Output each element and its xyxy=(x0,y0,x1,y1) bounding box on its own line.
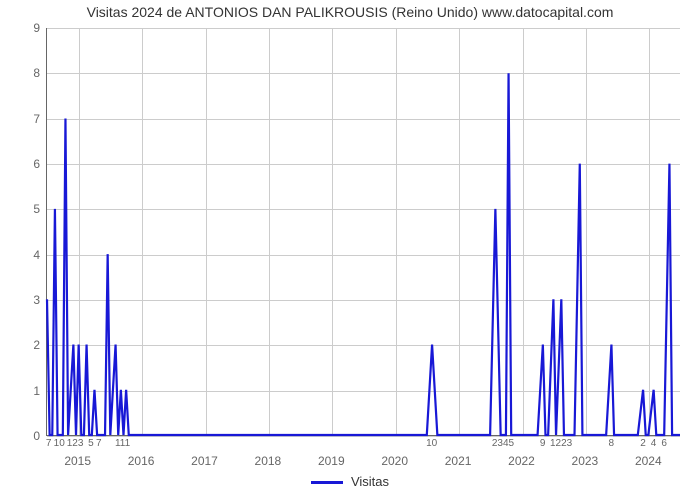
y-tick-label: 6 xyxy=(4,157,40,171)
x-year-label: 2017 xyxy=(191,454,218,468)
gridline-h xyxy=(47,436,680,437)
x-year-label: 2018 xyxy=(255,454,282,468)
x-minor-label: 4 xyxy=(651,438,657,449)
y-tick-label: 1 xyxy=(4,384,40,398)
y-tick-label: 8 xyxy=(4,66,40,80)
x-year-label: 2015 xyxy=(64,454,91,468)
x-minor-label: 10 xyxy=(54,438,65,449)
x-minor-label: 7 xyxy=(46,438,52,449)
legend-swatch xyxy=(311,481,343,484)
chart-container: Visitas 2024 de ANTONIOS DAN PALIKROUSIS… xyxy=(0,0,700,500)
x-year-label: 2022 xyxy=(508,454,535,468)
x-minor-label: 111 xyxy=(115,438,130,449)
legend-label: Visitas xyxy=(351,474,389,489)
x-minor-label: 6 xyxy=(661,438,667,449)
x-minor-label: 1223 xyxy=(550,438,572,449)
plot-area xyxy=(46,28,680,436)
y-tick-label: 0 xyxy=(4,429,40,443)
x-minor-label: 2345 xyxy=(492,438,514,449)
x-year-label: 2020 xyxy=(381,454,408,468)
x-year-label: 2024 xyxy=(635,454,662,468)
x-minor-label: 7 xyxy=(96,438,102,449)
y-tick-label: 5 xyxy=(4,202,40,216)
x-year-label: 2023 xyxy=(572,454,599,468)
x-minor-label: 5 xyxy=(88,438,94,449)
x-minor-label: 8 xyxy=(609,438,615,449)
legend: Visitas xyxy=(0,474,700,489)
chart-title: Visitas 2024 de ANTONIOS DAN PALIKROUSIS… xyxy=(0,4,700,20)
x-minor-label: 9 xyxy=(540,438,546,449)
x-year-label: 2019 xyxy=(318,454,345,468)
series-line xyxy=(47,28,680,435)
y-tick-label: 9 xyxy=(4,21,40,35)
y-tick-label: 4 xyxy=(4,248,40,262)
x-year-label: 2016 xyxy=(128,454,155,468)
y-tick-label: 7 xyxy=(4,112,40,126)
y-tick-label: 3 xyxy=(4,293,40,307)
y-tick-label: 2 xyxy=(4,338,40,352)
x-year-label: 2021 xyxy=(445,454,472,468)
x-minor-label: 2 xyxy=(640,438,646,449)
x-minor-label: 10 xyxy=(426,438,437,449)
x-minor-label: 123 xyxy=(67,438,84,449)
